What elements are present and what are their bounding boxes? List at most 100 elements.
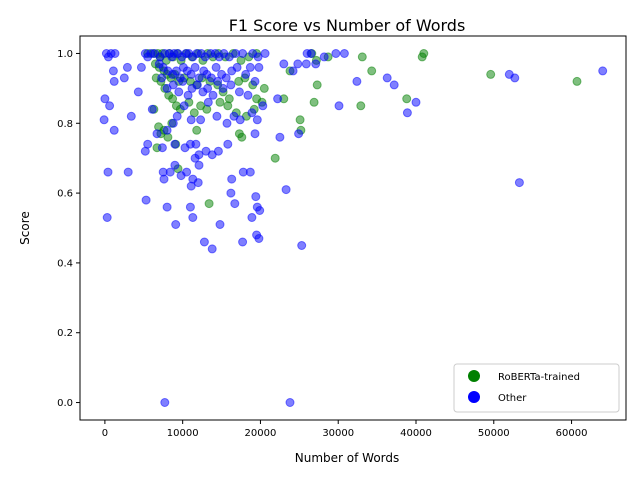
x-axis-label: Number of Words xyxy=(295,451,400,465)
data-point-other xyxy=(123,167,133,177)
data-point-other xyxy=(260,49,270,58)
data-point-roberta xyxy=(402,94,412,104)
data-point-other xyxy=(136,62,146,72)
data-point-other xyxy=(152,129,162,139)
data-point-other xyxy=(252,230,262,240)
data-point-other xyxy=(215,220,225,229)
data-point-other xyxy=(273,94,283,104)
data-point-other xyxy=(275,132,285,142)
data-point-other xyxy=(288,66,298,76)
data-point-other xyxy=(157,73,167,83)
data-point-other xyxy=(199,237,209,247)
data-point-other xyxy=(192,80,202,90)
data-point-other xyxy=(105,101,115,111)
legend-label-other: Other xyxy=(498,393,527,404)
y-tick-label: 0.8 xyxy=(57,119,73,130)
data-point-other xyxy=(160,398,170,407)
data-point-other xyxy=(103,167,113,177)
data-point-other xyxy=(162,125,172,135)
data-point-other xyxy=(133,87,143,97)
x-tick-label: 0 xyxy=(102,428,108,439)
y-tick-label: 0.4 xyxy=(57,258,73,269)
data-point-other xyxy=(306,49,316,58)
data-point-other xyxy=(251,192,261,202)
data-point-roberta xyxy=(168,94,178,104)
data-point-other xyxy=(122,62,132,72)
data-point-other xyxy=(157,143,167,153)
data-point-roberta xyxy=(486,69,496,79)
data-point-other xyxy=(301,59,311,69)
y-axis-label: Score xyxy=(18,211,32,245)
data-point-other xyxy=(188,213,198,222)
x-tick-label: 60000 xyxy=(556,428,588,439)
data-point-other xyxy=(168,118,178,128)
data-point-other xyxy=(510,73,520,83)
data-point-other xyxy=(201,146,211,156)
data-point-other xyxy=(165,167,175,177)
plot-frame xyxy=(79,35,627,421)
data-point-roberta xyxy=(295,115,305,125)
data-point-other xyxy=(352,76,362,86)
data-point-other xyxy=(279,59,289,69)
data-point-other xyxy=(190,153,200,163)
data-point-other xyxy=(514,178,524,188)
x-tick-label: 20000 xyxy=(245,428,277,439)
chart-title: F1 Score vs Number of Words xyxy=(229,16,466,35)
data-point-other xyxy=(297,241,307,250)
data-point-roberta xyxy=(309,97,319,107)
data-point-other xyxy=(141,195,151,205)
data-point-other xyxy=(211,62,221,72)
data-point-roberta xyxy=(357,52,367,62)
data-point-other xyxy=(186,115,196,125)
data-point-other xyxy=(223,139,233,149)
data-point-other xyxy=(182,167,192,177)
data-point-roberta xyxy=(237,132,247,142)
x-tick-label: 40000 xyxy=(400,428,432,439)
data-point-other xyxy=(331,49,341,58)
data-point-other xyxy=(250,129,260,139)
data-point-other xyxy=(196,115,206,125)
data-point-other xyxy=(218,83,228,93)
data-point-other xyxy=(311,59,321,69)
data-point-other xyxy=(110,49,120,58)
data-point-other xyxy=(170,139,180,149)
data-point-other xyxy=(109,76,119,86)
data-point-other xyxy=(226,80,236,90)
data-point-other xyxy=(186,69,196,79)
data-point-other xyxy=(382,73,392,83)
data-point-other xyxy=(109,125,119,135)
data-point-other xyxy=(171,220,181,229)
data-point-other xyxy=(234,87,244,97)
data-point-other xyxy=(334,101,344,111)
x-tick-label: 30000 xyxy=(322,428,354,439)
data-point-other xyxy=(203,83,213,93)
data-point-other xyxy=(178,76,188,86)
x-tick-label: 10000 xyxy=(167,428,199,439)
data-point-other xyxy=(222,118,232,128)
data-point-other xyxy=(212,111,222,121)
data-point-roberta xyxy=(356,101,366,111)
data-point-other xyxy=(174,87,184,97)
y-axis: 0.0 0.2 0.4 0.6 0.8 1.0 xyxy=(57,49,80,409)
data-point-roberta xyxy=(192,125,202,135)
data-point-other xyxy=(253,52,263,62)
data-point-roberta xyxy=(215,97,225,107)
data-point-other xyxy=(402,108,412,118)
data-point-other xyxy=(119,73,129,83)
data-point-other xyxy=(102,213,112,222)
y-tick-label: 0.6 xyxy=(57,189,73,200)
data-point-other xyxy=(171,66,181,76)
data-point-other xyxy=(193,178,203,188)
data-point-other xyxy=(319,52,329,62)
data-point-other xyxy=(100,94,110,104)
legend-marker-roberta xyxy=(468,370,480,382)
x-axis: 0 10000 20000 30000 40000 50000 60000 xyxy=(102,420,588,439)
data-point-roberta xyxy=(270,153,280,163)
data-point-other xyxy=(140,146,150,156)
data-point-other xyxy=(194,160,204,170)
data-point-roberta xyxy=(572,76,582,86)
data-point-roberta xyxy=(367,66,377,76)
data-point-roberta xyxy=(312,80,322,90)
data-point-other xyxy=(190,62,200,72)
x-tick-label: 50000 xyxy=(478,428,510,439)
